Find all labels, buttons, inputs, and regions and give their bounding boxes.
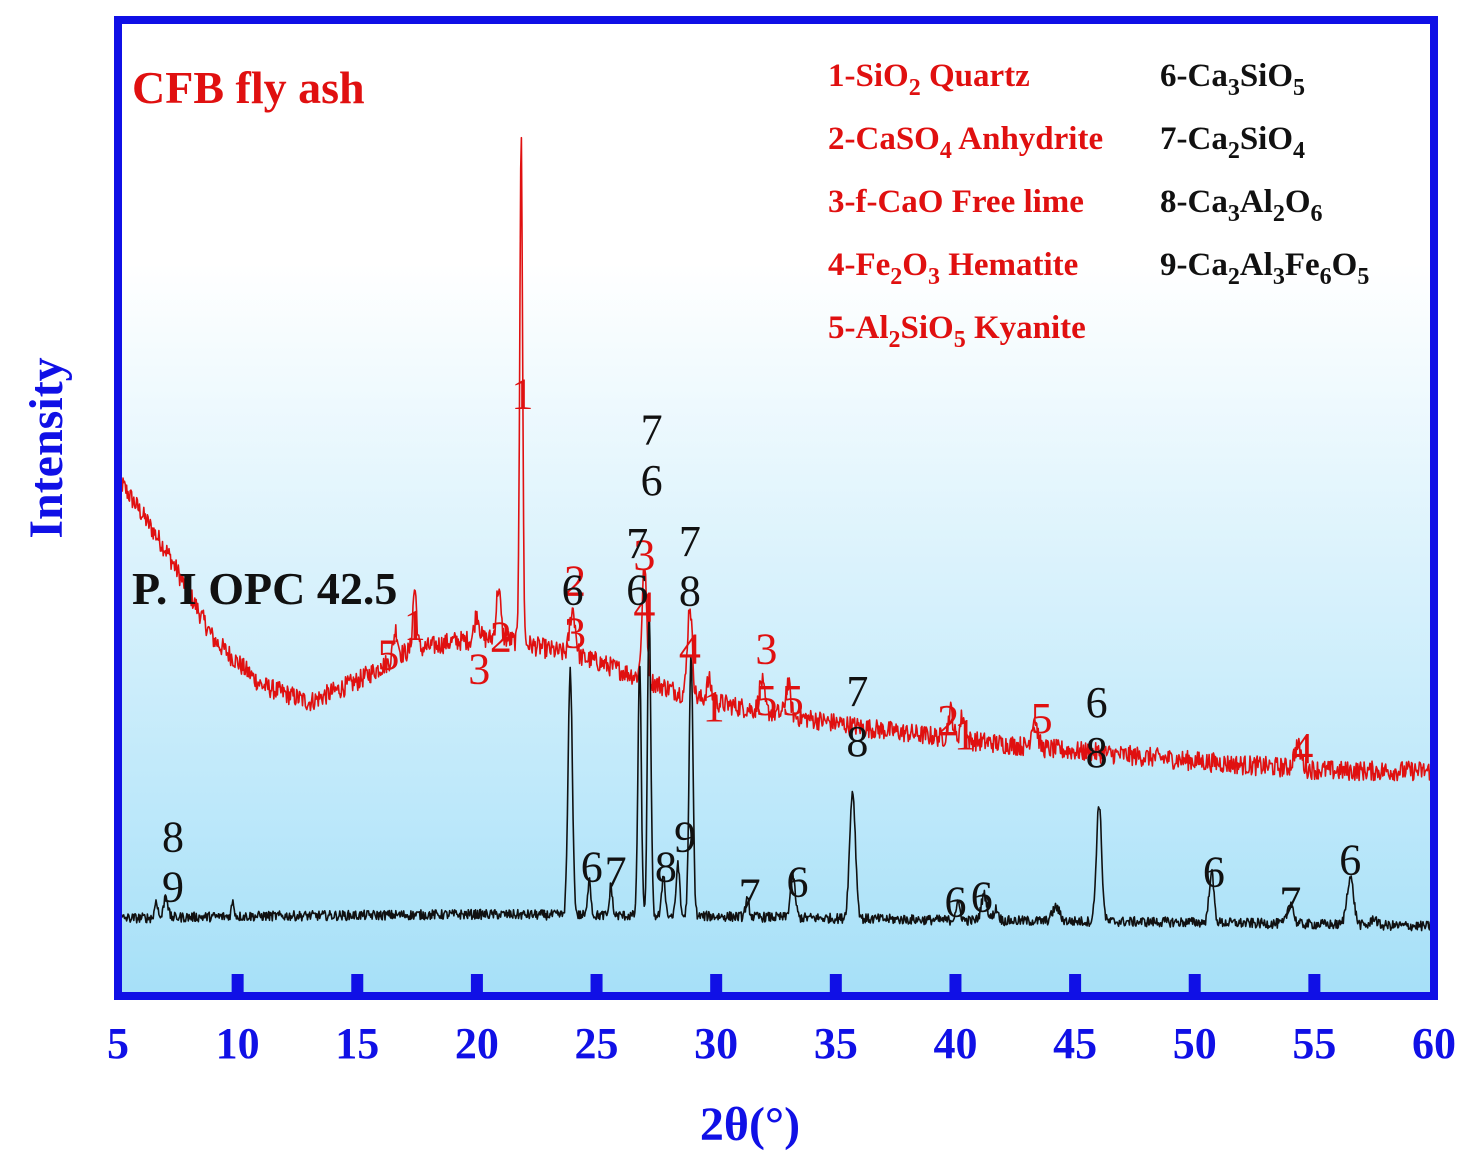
peak-label: 1: [703, 682, 725, 731]
peak-label: 3: [755, 624, 777, 673]
peak-label: 2: [937, 696, 959, 745]
peak-label: 3: [633, 531, 655, 580]
peak-label: 7: [679, 517, 701, 566]
peak-label: 1: [404, 600, 426, 649]
peak-label: 6: [641, 456, 663, 505]
fly-ash-title: CFB fly ash: [132, 62, 365, 113]
peak-label: 9: [162, 862, 184, 911]
peak-label: 7: [739, 869, 761, 918]
x-tick-mark: [590, 974, 603, 996]
legend-entry: 1-SiO2 Quartz: [828, 58, 1030, 101]
peak-label: 8: [162, 813, 184, 862]
peak-label: 9: [674, 813, 696, 862]
peak-label: 6: [944, 877, 966, 926]
x-tick-label: 45: [1053, 1019, 1097, 1068]
peak-label: 6: [1086, 678, 1108, 727]
x-tick-label: 35: [814, 1019, 858, 1068]
legend: 1-SiO2 Quartz 2-CaSO4 Anhydrite 3-f-CaO Fr…: [828, 58, 1369, 353]
peak-label: 5: [377, 630, 399, 679]
peak-label: 7: [605, 847, 627, 896]
peak-label: 1: [511, 369, 533, 418]
peak-label: 7: [846, 667, 868, 716]
peak-label: 6: [562, 566, 584, 615]
legend-entry: 3-f-CaO Free lime: [828, 184, 1084, 220]
peak-label: 7: [626, 519, 648, 568]
legend-entry: 5-Al2SiO5 Kyanite: [828, 310, 1086, 353]
legend-entry: 8-Ca3Al2O6: [1160, 184, 1323, 227]
peak-label: 2: [490, 612, 512, 661]
peak-label: 6: [1203, 847, 1225, 896]
y-axis-title: Intensity: [20, 357, 73, 538]
plot-background: [118, 20, 1434, 996]
peak-label: 3: [564, 608, 586, 657]
peak-label: 1: [954, 710, 976, 759]
x-tick-label: 5: [107, 1019, 129, 1068]
peak-label: 8: [655, 842, 677, 891]
peak-label: 6: [787, 857, 809, 906]
x-tick-mark: [710, 974, 723, 996]
peak-label: 6: [971, 872, 993, 921]
peak-label: 6: [581, 842, 603, 891]
peak-label: 5: [755, 676, 777, 725]
x-tick-mark: [949, 974, 962, 996]
opc-pattern-line: [117, 607, 1435, 932]
peak-label: 5: [1031, 694, 1053, 743]
legend-entry: 4-Fe2O3 Hematite: [828, 247, 1078, 290]
peak-label: 4: [633, 583, 655, 632]
peak-label: 8: [1086, 728, 1108, 777]
x-tick-label: 30: [694, 1019, 738, 1068]
peak-label: 8: [846, 717, 868, 766]
x-tick-label: 25: [575, 1019, 619, 1068]
x-tick-mark: [1188, 974, 1201, 996]
opc-title: P. I OPC 42.5: [132, 563, 397, 614]
x-axis-ticks: 5 10 15 20 25 30 35 40 45 50 55 60: [107, 974, 1456, 1068]
legend-entry: 9-Ca2Al3Fe6O5: [1160, 247, 1369, 290]
x-tick-mark: [470, 974, 483, 996]
x-tick-label: 15: [335, 1019, 379, 1068]
legend-entry: 6-Ca3SiO5: [1160, 58, 1305, 101]
x-tick-label: 55: [1292, 1019, 1336, 1068]
x-axis-title: 2θ(°): [700, 1098, 800, 1151]
peak-label: 6: [1339, 835, 1361, 884]
peak-label: 7: [641, 405, 663, 454]
x-tick-label: 60: [1412, 1019, 1456, 1068]
x-tick-mark: [829, 974, 842, 996]
peak-label: 6: [626, 566, 648, 615]
x-tick-mark: [1069, 974, 1082, 996]
plot-frame: [114, 16, 1438, 1000]
peak-label: 8: [679, 567, 701, 616]
x-tick-mark: [1308, 974, 1321, 996]
peak-label: 4: [1291, 724, 1313, 773]
legend-entry: 2-CaSO4 Anhydrite: [828, 121, 1103, 164]
x-tick-label: 40: [933, 1019, 977, 1068]
x-tick-label: 50: [1173, 1019, 1217, 1068]
x-tick-mark: [351, 974, 364, 996]
x-tick-mark: [231, 974, 244, 996]
legend-entry: 7-Ca2SiO4: [1160, 121, 1305, 164]
fly-ash-pattern-line: [117, 136, 1435, 782]
x-tick-label: 20: [455, 1019, 499, 1068]
x-tick-label: 10: [216, 1019, 260, 1068]
peak-label: 7: [1279, 877, 1301, 926]
peak-label: 4: [679, 624, 701, 673]
peak-label: 3: [468, 644, 490, 693]
peak-label: 5: [782, 676, 804, 725]
peak-label: 2: [564, 557, 586, 606]
